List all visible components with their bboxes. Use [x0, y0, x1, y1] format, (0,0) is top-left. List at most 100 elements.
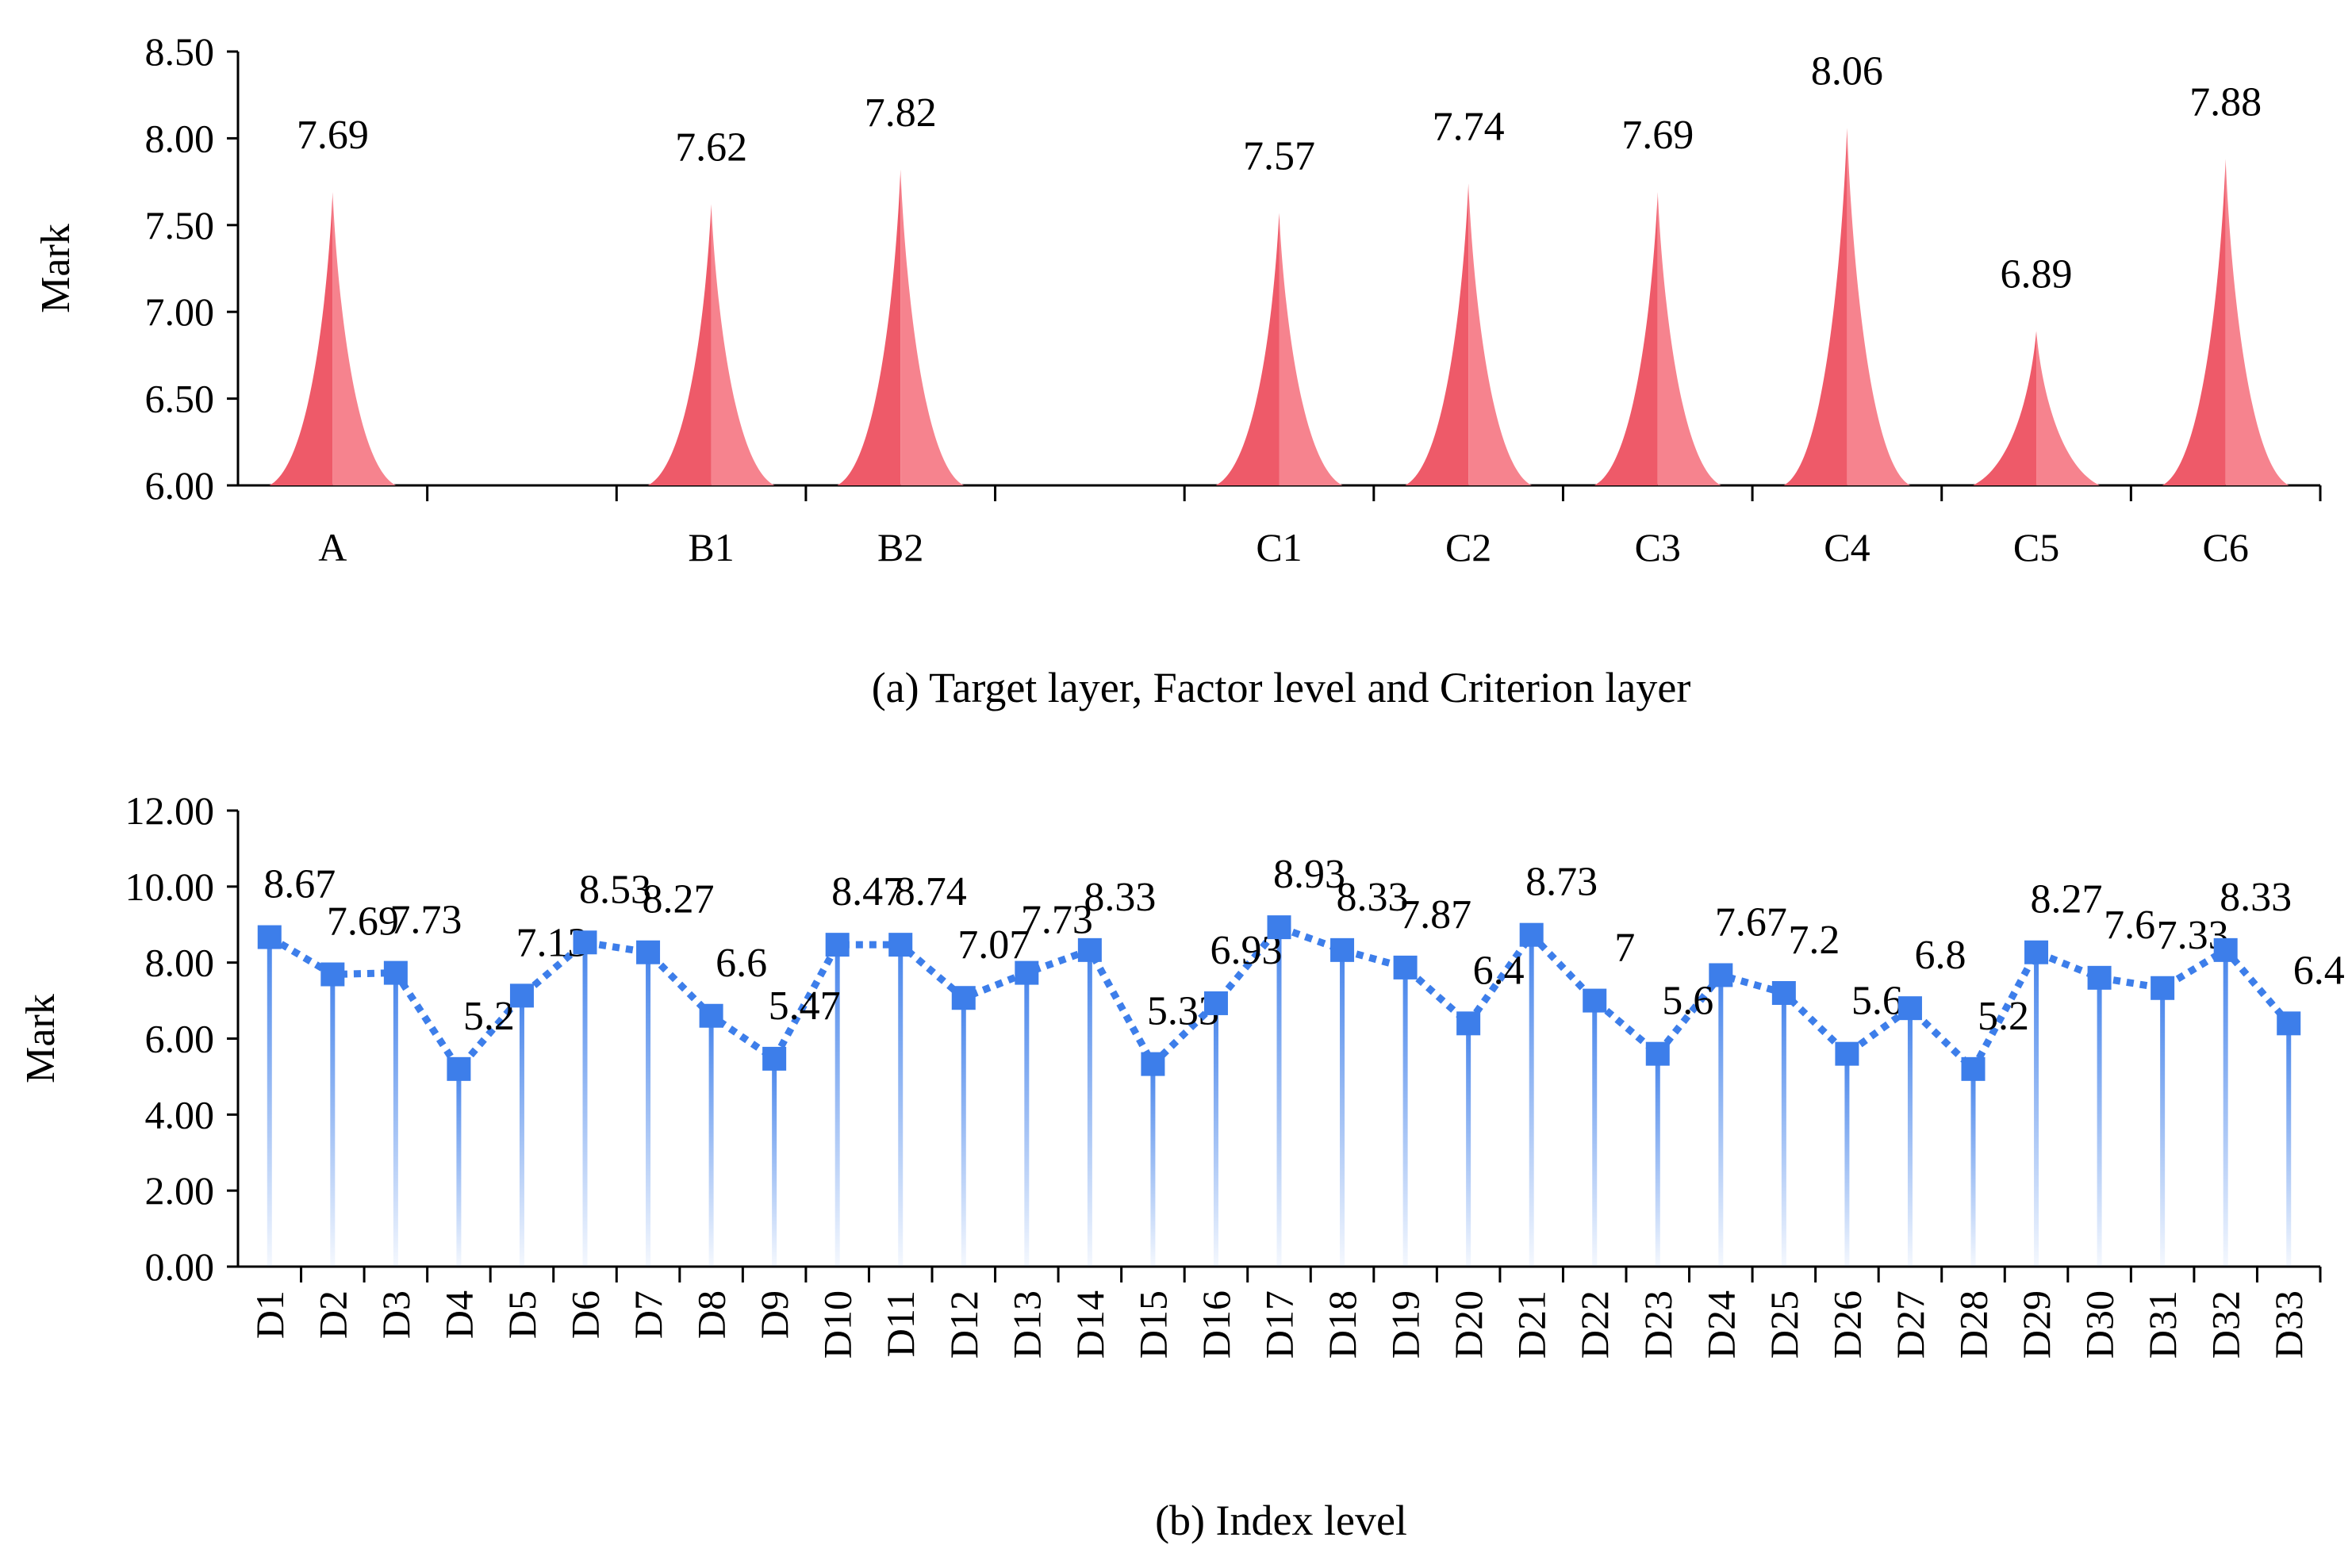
data-label: 8.74: [895, 869, 967, 914]
data-point: [1835, 1041, 1859, 1066]
data-label: 7.67: [1715, 899, 1787, 945]
data-point: [1203, 991, 1228, 1015]
data-point: [1771, 981, 1796, 1005]
data-label: 6.89: [2001, 251, 2073, 297]
drop-line: [898, 945, 904, 1267]
y-axis-label: Mark: [33, 224, 79, 313]
peak-bar-shade: [900, 169, 965, 485]
data-point: [888, 933, 913, 957]
y-tick-label: 6.00: [145, 1017, 215, 1061]
y-tick-label: 6.50: [145, 377, 215, 421]
data-label: 7.73: [1021, 898, 1093, 943]
drop-line: [393, 972, 398, 1267]
y-tick-label: 0.00: [145, 1244, 215, 1289]
peak-bar-shade: [711, 204, 775, 485]
data-label: 8.27: [643, 877, 715, 922]
peak-bar-shade: [2225, 159, 2289, 485]
data-point: [1519, 922, 1544, 947]
data-label: 7.88: [2189, 80, 2262, 125]
drop-line: [1024, 972, 1030, 1267]
data-label: 7.74: [1433, 104, 1505, 149]
x-tick-label: D8: [689, 1290, 734, 1339]
x-tick-label: D4: [436, 1290, 481, 1339]
peak-bar-shade: [1279, 213, 1343, 485]
data-label: 8.93: [1273, 852, 1345, 897]
x-tick-label: C4: [1824, 525, 1870, 569]
drop-line: [519, 995, 524, 1267]
x-tick-label: D13: [1004, 1290, 1049, 1359]
drop-line: [835, 945, 840, 1267]
drop-line: [772, 1058, 777, 1267]
drop-line: [1844, 1053, 1850, 1267]
data-point: [2024, 940, 2049, 964]
data-point: [1015, 960, 1039, 985]
drop-line: [1592, 1000, 1598, 1267]
drop-line: [2034, 952, 2039, 1267]
peak-bar-shade: [1847, 128, 1911, 485]
data-point: [1583, 988, 1607, 1013]
drop-line: [2160, 987, 2166, 1267]
data-label: 5.2: [463, 994, 515, 1039]
data-point: [1709, 963, 1733, 987]
data-label: 8.06: [1811, 48, 1883, 94]
x-tick-label: D20: [1446, 1290, 1491, 1359]
data-label: 8.53: [579, 867, 651, 912]
drop-line: [961, 998, 966, 1267]
drop-line: [267, 937, 272, 1267]
data-point: [1645, 1041, 1670, 1066]
data-label: 7.69: [297, 113, 369, 158]
x-tick-label: D15: [1130, 1290, 1175, 1359]
data-label: 7.57: [1243, 133, 1315, 178]
x-tick-label: D27: [1888, 1290, 1932, 1359]
x-tick-label: A: [318, 525, 347, 569]
data-label: 7.07: [957, 922, 1030, 968]
x-tick-label: B1: [688, 525, 734, 569]
drop-line: [1529, 934, 1534, 1267]
peak-bar: [837, 169, 901, 485]
data-label: 8.33: [1337, 875, 1409, 920]
drop-line: [456, 1068, 462, 1267]
data-label: 5.6: [1662, 979, 1713, 1024]
x-tick-label: D2: [310, 1290, 355, 1339]
data-point: [951, 986, 976, 1010]
data-label: 6.6: [716, 941, 767, 986]
data-point: [699, 1003, 723, 1028]
x-tick-label: D19: [1383, 1290, 1428, 1359]
data-point: [573, 930, 597, 955]
x-tick-label: D24: [1698, 1290, 1743, 1359]
data-point: [383, 960, 408, 985]
peak-bar: [647, 204, 712, 485]
x-tick-label: D30: [2078, 1290, 2122, 1359]
drop-line: [1907, 1008, 1913, 1267]
data-label: 6.8: [1914, 933, 1966, 978]
x-tick-label: D28: [1951, 1290, 1996, 1359]
data-label: 6.4: [1473, 948, 1525, 993]
data-label: 7.62: [675, 125, 747, 171]
data-point: [636, 940, 661, 964]
data-label: 8.33: [1084, 875, 1156, 920]
y-tick-label: 6.00: [145, 463, 215, 508]
peak-bar: [1783, 128, 1847, 485]
x-tick-label: D32: [2204, 1290, 2248, 1359]
drop-line: [1718, 975, 1724, 1267]
data-label: 8.73: [1525, 860, 1598, 905]
data-label: 7.82: [865, 90, 937, 136]
x-tick-label: C3: [1635, 525, 1681, 569]
x-tick-label: D26: [1824, 1290, 1869, 1359]
drop-line: [1213, 1003, 1218, 1267]
data-label: 5.2: [1978, 994, 2029, 1039]
x-tick-label: D7: [626, 1290, 670, 1339]
x-tick-label: C2: [1445, 525, 1491, 569]
data-point: [2213, 937, 2238, 962]
data-label: 8.27: [2031, 877, 2103, 922]
peak-bar-shade: [332, 192, 397, 485]
chart-a: 6.00 6.50 7.00 7.50 8.00 8.50 Mark A 7.69 B1 7.62 B…: [33, 29, 2322, 569]
data-label: 8.47: [831, 869, 904, 914]
x-tick-label: C6: [2203, 525, 2249, 569]
data-label: 5.6: [1851, 979, 1903, 1024]
drop-line: [2097, 977, 2102, 1267]
x-tick-label: D31: [2140, 1290, 2185, 1359]
data-label: 7.69: [1621, 113, 1694, 158]
data-point: [1961, 1056, 1986, 1081]
